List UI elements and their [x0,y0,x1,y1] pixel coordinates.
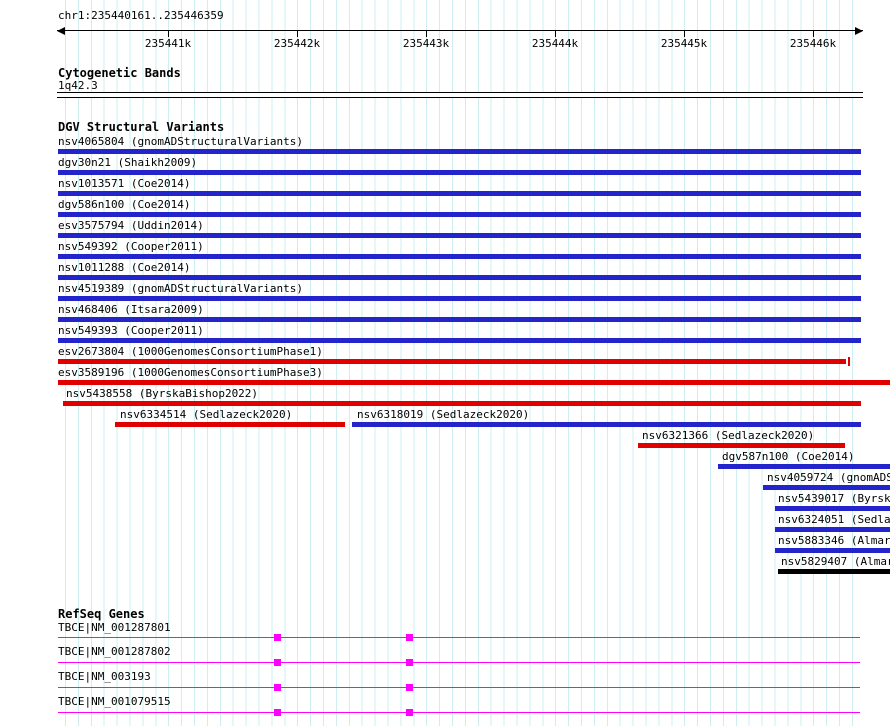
ruler-tick [426,31,427,37]
variants-heading: DGV Structural Variants [58,120,225,134]
variant-bar[interactable] [58,338,861,343]
gene-label[interactable]: TBCE|NM_001079515 [58,695,171,708]
variant-label[interactable]: nsv6334514 (Sedlazeck2020) [120,408,293,421]
ruler-tick-label: 235445k [660,37,708,50]
variant-label[interactable]: nsv1011288 (Coe2014) [58,261,191,274]
ruler-tick-label: 235442k [273,37,321,50]
ruler-tick-label: 235444k [531,37,579,50]
variant-bar[interactable] [778,569,890,574]
ruler-left-arrow-icon [57,27,65,35]
variant-bar[interactable] [763,485,890,490]
variant-label[interactable]: nsv4519389 (gnomADStructuralVariants) [58,282,304,295]
variant-label[interactable]: nsv1013571 (Coe2014) [58,177,191,190]
variant-bar[interactable] [58,359,846,364]
gene-intron-line[interactable] [58,687,860,688]
gene-label[interactable]: TBCE|NM_003193 [58,670,151,683]
variant-label[interactable]: nsv4065804 (gnomADStructuralVariants) [58,135,304,148]
gene-exon-block[interactable] [406,659,413,666]
variant-bar[interactable] [718,464,890,469]
variant-bar[interactable] [775,506,890,511]
variant-bar[interactable] [58,380,890,385]
variant-bar[interactable] [58,275,861,280]
variant-bar[interactable] [775,548,890,553]
gene-exon-block[interactable] [406,684,413,691]
variant-bar[interactable] [58,317,861,322]
variant-bar[interactable] [352,422,861,427]
variant-bar[interactable] [775,527,890,532]
ruler-tick [168,31,169,37]
variant-label[interactable]: nsv468406 (Itsara2009) [58,303,204,316]
variant-label[interactable]: nsv549392 (Cooper2011) [58,240,204,253]
ruler-tick [684,31,685,37]
variant-end-tick [848,357,850,366]
cytoband-label: 1q42.3 [58,79,98,92]
variant-bar[interactable] [58,170,861,175]
gene-exon-block[interactable] [406,709,413,716]
ruler-line [57,30,863,31]
variant-label[interactable]: nsv6324051 (Sedlaze [778,513,890,526]
ruler-right-arrow-icon [855,27,863,35]
variant-label[interactable]: nsv549393 (Cooper2011) [58,324,204,337]
variant-label[interactable]: esv3589196 (1000GenomesConsortiumPhase3) [58,366,323,379]
variant-label[interactable]: nsv5883346 (Almarri [778,534,890,547]
variant-bar[interactable] [58,254,861,259]
gene-label[interactable]: TBCE|NM_001287801 [58,621,171,634]
variant-bar[interactable] [63,401,861,406]
variant-label[interactable]: nsv5438558 (ByrskaBishop2022) [66,387,259,400]
variant-label[interactable]: nsv6321366 (Sedlazeck2020) [642,429,815,442]
genes-heading: RefSeq Genes [58,607,145,621]
variant-label[interactable]: esv3575794 (Uddin2014) [58,219,204,232]
variant-bar[interactable] [58,149,861,154]
variant-bar[interactable] [58,212,861,217]
ruler-tick-label: 235443k [402,37,450,50]
gene-exon-block[interactable] [274,634,281,641]
variant-bar[interactable] [638,443,845,448]
variant-label[interactable]: esv2673804 (1000GenomesConsortiumPhase1) [58,345,323,358]
ruler-tick [813,31,814,37]
gene-exon-block[interactable] [274,684,281,691]
ruler-tick [297,31,298,37]
ruler-tick-label: 235441k [144,37,192,50]
gene-exon-block[interactable] [274,709,281,716]
cytoband-glyph[interactable] [57,92,863,98]
variant-label[interactable]: nsv5439017 (ByrskaB [778,492,890,505]
ruler-tick-label: 235446k [789,37,837,50]
variant-bar[interactable] [58,296,861,301]
ruler-tick [555,31,556,37]
gene-intron-line[interactable] [58,712,860,713]
variant-label[interactable]: nsv6318019 (Sedlazeck2020) [357,408,530,421]
variant-label[interactable]: nsv4059724 (gnomADStr [767,471,890,484]
variant-label[interactable]: nsv5829407 (Almarr [781,555,890,568]
gene-intron-line[interactable] [58,637,860,638]
variant-bar[interactable] [58,233,861,238]
variant-label[interactable]: dgv587n100 (Coe2014) [722,450,855,463]
gene-exon-block[interactable] [406,634,413,641]
variant-label[interactable]: dgv30n21 (Shaikh2009) [58,156,198,169]
variant-bar[interactable] [115,422,345,427]
position-title: chr1:235440161..235446359 [58,9,224,22]
gene-intron-line[interactable] [58,662,860,663]
variant-label[interactable]: dgv586n100 (Coe2014) [58,198,191,211]
gene-exon-block[interactable] [274,659,281,666]
variant-bar[interactable] [58,191,861,196]
cytobands-heading: Cytogenetic Bands [58,66,181,80]
gene-label[interactable]: TBCE|NM_001287802 [58,645,171,658]
